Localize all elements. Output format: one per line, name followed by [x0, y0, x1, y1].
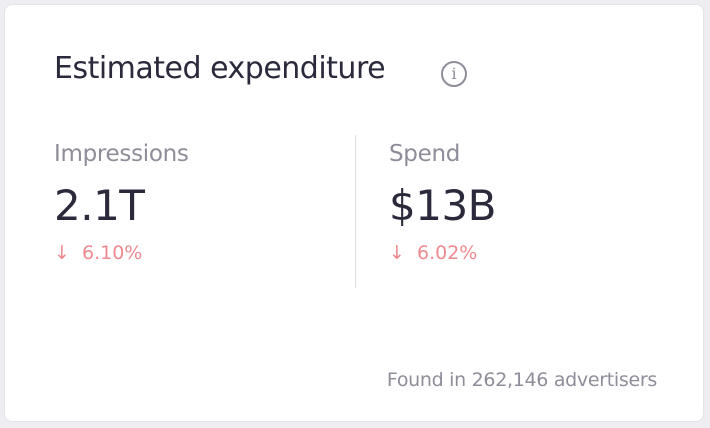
estimated-expenditure-card: Estimated expenditure i Impressions 2.1T…	[4, 4, 704, 422]
advertiser-count: Found in 262,146 advertisers	[386, 369, 657, 391]
metric-value: $13B	[389, 181, 496, 230]
spend-metric: Spend $13B ↓ 6.02%	[389, 141, 496, 264]
metric-label: Impressions	[54, 141, 189, 167]
metric-change: ↓ 6.02%	[389, 242, 496, 264]
change-percent: 6.02%	[417, 242, 478, 264]
metric-value: 2.1T	[54, 181, 145, 230]
change-percent: 6.10%	[82, 242, 143, 264]
arrow-down-icon: ↓	[389, 242, 405, 264]
divider	[355, 135, 356, 288]
card-title: Estimated expenditure	[54, 51, 386, 86]
metric-change: ↓ 6.10%	[54, 242, 189, 264]
info-icon[interactable]: i	[441, 61, 467, 87]
impressions-metric: Impressions 2.1T ↓ 6.10%	[54, 141, 189, 264]
arrow-down-icon: ↓	[54, 242, 70, 264]
metric-label: Spend	[389, 141, 461, 167]
